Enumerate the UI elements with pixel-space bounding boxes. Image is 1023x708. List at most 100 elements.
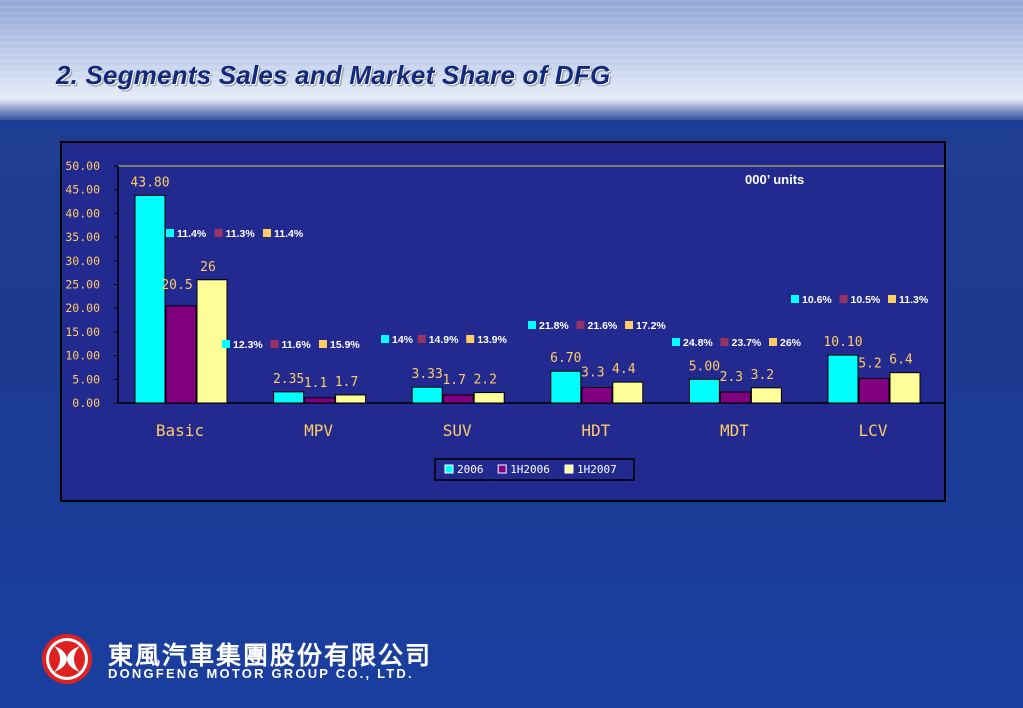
market-share-marker [319,340,327,348]
bar-1H2007-SUV [473,392,505,404]
data-label: 2.2 [473,373,496,388]
market-share-marker [466,335,475,343]
market-share-marker [720,338,729,346]
bar-1H2007-MPV [335,394,367,404]
market-share-label: 24.8% [683,337,713,349]
market-share-label: 11.4% [177,228,207,240]
data-label: 3.33 [412,367,443,382]
chart-container: 0.00 5.00 10.00 15.00 20.00 25.00 30.00 35.00 40… [60,141,946,502]
bar-2006-HDT [550,370,582,404]
legend-swatch-1H2007 [564,464,574,474]
category-label: Basic [156,421,204,440]
market-share-label: 11.6% [282,339,312,351]
market-share-marker [625,321,633,329]
bar-1H2006-HDT [581,386,613,404]
data-label: 6.70 [550,351,581,366]
y-tick-label: 50.00 [65,159,100,173]
data-label: 5.2 [858,356,881,371]
data-label: 1.1 [304,376,327,391]
data-label: 26 [200,260,216,275]
bar-2006-SUV [411,386,443,404]
market-share-label: 26% [780,337,802,349]
market-share-marker [839,295,848,303]
market-share-marker [888,295,896,303]
bar-2006-MDT [688,378,720,404]
y-tick-label: 45.00 [65,183,100,197]
units-label: 000’ units [745,172,804,187]
market-share-label: 12.3% [233,339,263,351]
legend-label-2006: 2006 [457,463,484,476]
y-tick-label: 25.00 [65,278,100,292]
market-share-marker [222,340,230,348]
data-label: 5.00 [689,359,720,374]
bar-1H2007-LCV [889,372,921,404]
data-label: 1.7 [335,375,358,390]
market-share-marker [263,229,271,237]
market-share-label: 23.7% [732,337,762,349]
data-label: 10.10 [823,335,862,350]
legend-label-1H2007: 1H2007 [577,463,617,476]
data-label: 2.35 [273,372,304,387]
legend-swatch-1H2006 [497,464,507,474]
bar-1H2006-Basic [165,305,197,404]
bar-2006-MPV [273,391,305,404]
data-label: 4.4 [612,362,636,377]
category-label: HDT [581,421,610,440]
market-share-marker [576,321,585,329]
category-label: SUV [443,421,472,440]
market-share-marker [381,335,389,343]
market-share-label: 11.3% [226,228,256,240]
bar-1H2007-MDT [750,387,782,404]
legend-swatch-2006 [444,464,454,474]
category-label: LCV [859,421,888,440]
legend-label-1H2006: 1H2006 [510,463,550,476]
y-tick-label: 40.00 [65,206,100,220]
y-tick-label: 15.00 [65,325,100,339]
bar-chart: 0.00 5.00 10.00 15.00 20.00 25.00 30.00 35.00 40… [65,159,944,481]
dongfeng-emblem-icon [42,634,92,684]
category-label: MPV [304,421,333,440]
data-label: 3.3 [581,365,604,380]
bar-1H2006-MDT [719,391,751,404]
data-label: 43.80 [130,175,169,190]
bar-1H2007-HDT [612,381,644,404]
market-share-marker [672,338,680,346]
y-tick-label: 0.00 [72,396,100,410]
market-share-label: 17.2% [636,320,666,332]
y-tick-label: 20.00 [65,301,100,315]
market-share-label: 11.3% [899,294,929,306]
market-share-marker [270,340,279,348]
bar-1H2006-MPV [304,397,336,404]
bar-2006-LCV [827,354,859,404]
data-label: 20.5 [161,278,192,293]
market-share-label: 21.8% [539,320,569,332]
bar-2006-Basic [134,194,166,404]
market-share-marker [791,295,799,303]
market-share-marker [166,229,174,237]
bar-1H2006-LCV [858,377,890,404]
market-share-label: 14.9% [429,334,459,346]
slide-title: 2. Segments Sales and Market Share of DF… [56,60,611,90]
header-shadow [0,100,1023,122]
market-share-marker [528,321,536,329]
data-label: 1.7 [442,373,465,388]
market-share-marker [417,335,426,343]
data-label: 3.2 [751,368,774,383]
market-share-label: 13.9% [477,334,507,346]
y-tick-label: 35.00 [65,230,100,244]
data-label: 6.4 [889,353,913,368]
market-share-label: 15.9% [330,339,360,351]
market-share-marker [769,338,777,346]
bar-1H2006-SUV [442,394,474,404]
market-share-marker [214,229,223,237]
market-share-label: 14% [392,334,414,346]
legend-box [434,458,635,481]
y-tick-label: 30.00 [65,254,100,268]
market-share-label: 10.6% [802,294,832,306]
company-name-chinese: 東風汽車集團股份有限公司 [108,641,433,670]
market-share-label: 11.4% [274,228,304,240]
market-share-label: 21.6% [588,320,618,332]
y-tick-label: 10.00 [65,349,100,363]
company-name-english: DONGFENG MOTOR GROUP CO., LTD. [108,666,414,681]
market-share-label: 10.5% [851,294,881,306]
